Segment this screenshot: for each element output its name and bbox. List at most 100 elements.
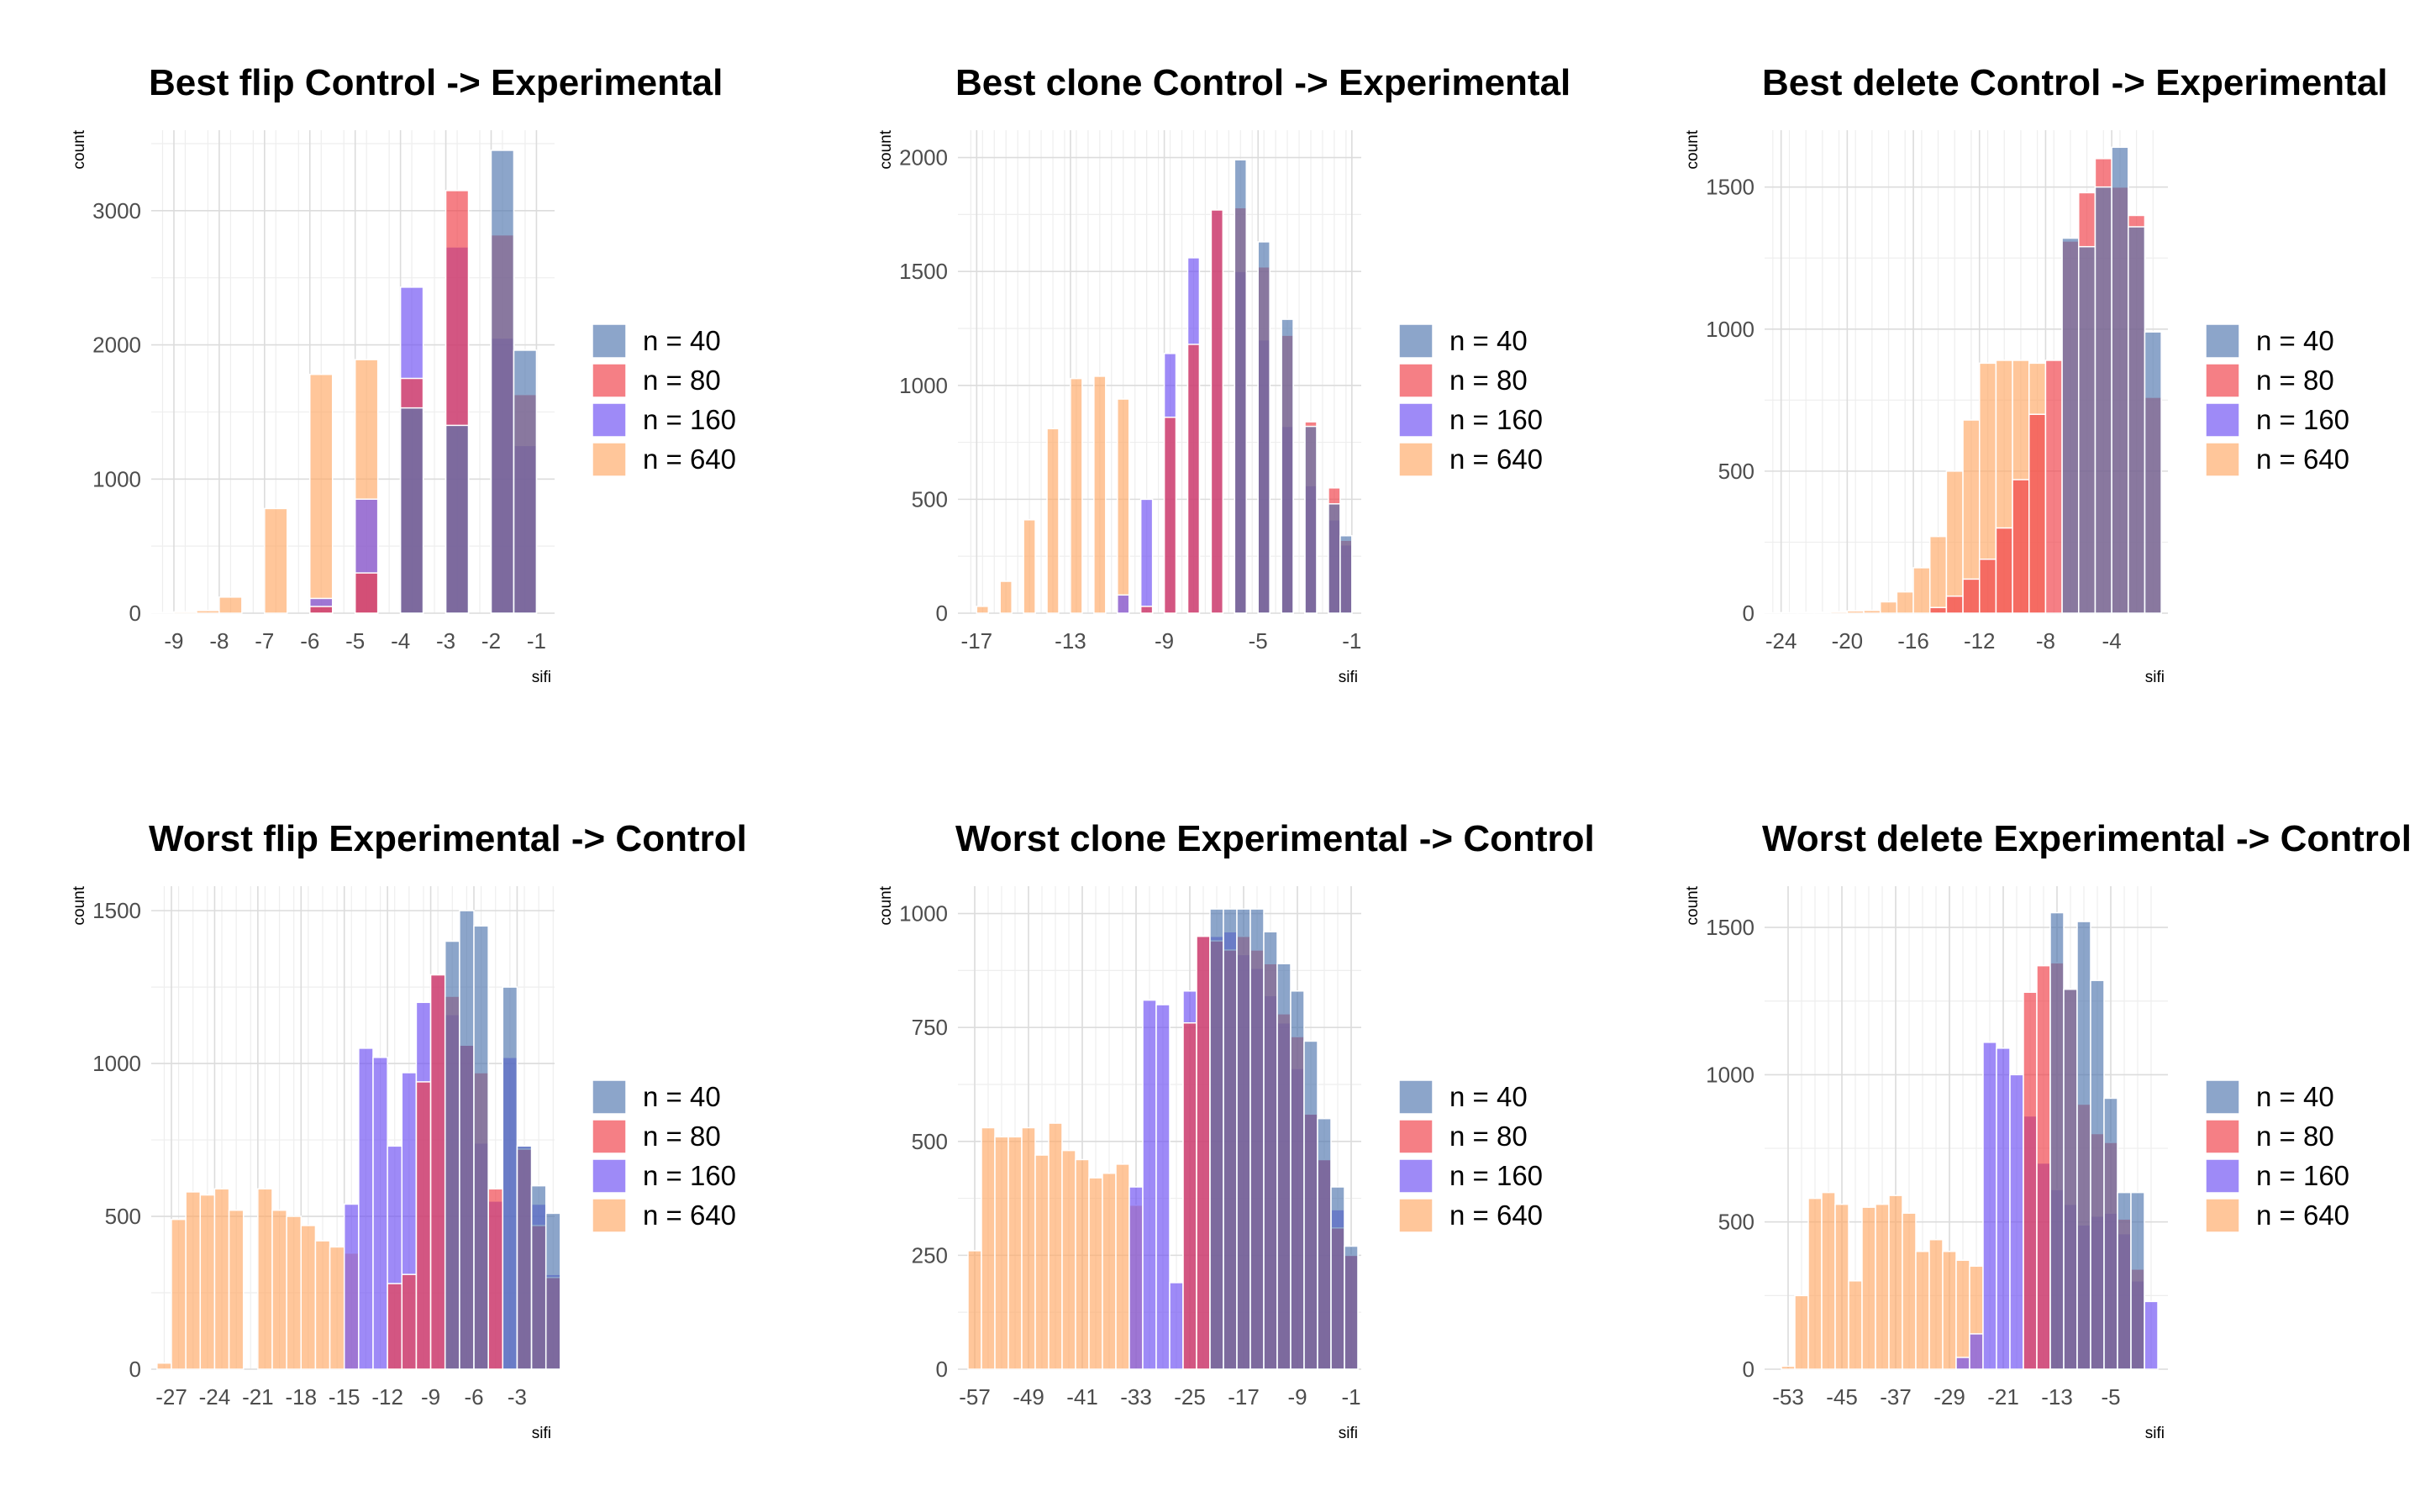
legend-swatch: [1398, 1198, 1434, 1233]
legend-label: n = 40: [1449, 325, 1528, 356]
histogram-bar: [199, 1194, 216, 1370]
bar-series: [156, 1188, 360, 1370]
legend-label: n = 160: [2256, 404, 2349, 435]
legend-swatch: [2205, 402, 2240, 438]
x-tick-label: -12: [371, 1384, 403, 1410]
chart-svg: -53 -45 -37 -29 -21 -13 -5 0 500 1000 1500 sifi coun…: [1684, 818, 2412, 1442]
histogram-bar: [1794, 1294, 1809, 1370]
histogram-bar: [967, 1250, 982, 1370]
histogram-bar: [1142, 999, 1157, 1370]
histogram-bar: [156, 1362, 172, 1370]
legend-swatch: [592, 1198, 627, 1233]
chart-title: Best clone Control -> Experimental: [955, 62, 1570, 103]
bars: [1764, 146, 2162, 614]
histogram-bar: [2144, 1300, 2159, 1370]
y-tick-label: 500: [1718, 459, 1754, 484]
histogram-bar: [329, 1246, 345, 1370]
x-tick-label: -9: [1287, 1384, 1307, 1410]
histogram-bar: [1848, 1280, 1863, 1370]
x-tick-label: -5: [345, 628, 365, 654]
y-tick-label: 1500: [1706, 915, 1754, 940]
x-tick-label: -24: [1765, 628, 1797, 654]
histogram-bar: [1912, 567, 1931, 614]
x-tick-label: -8: [2036, 628, 2055, 654]
histogram-bar: [1249, 908, 1265, 1370]
x-tick-label: -12: [1964, 628, 1996, 654]
histogram-bar: [1257, 241, 1270, 614]
histogram-bar: [999, 580, 1013, 614]
histogram-bar: [1021, 1126, 1036, 1370]
histogram-bar: [1163, 416, 1177, 614]
histogram-bar: [309, 606, 334, 614]
x-tick-label: -17: [1228, 1384, 1260, 1410]
x-tick-label: -57: [959, 1384, 991, 1410]
x-tick-label: -18: [285, 1384, 317, 1410]
y-tick-label: 1000: [899, 373, 948, 398]
legend-swatch: [2205, 323, 2240, 359]
chart-title: Worst delete Experimental -> Control: [1762, 818, 2412, 859]
y-tick-label: 0: [129, 1357, 141, 1382]
legend-label: n = 40: [643, 325, 721, 356]
y-tick-label: 1500: [92, 898, 141, 923]
x-tick-label: -1: [1341, 1384, 1360, 1410]
x-tick-label: -17: [961, 628, 993, 654]
histogram-bar: [1861, 1206, 1876, 1370]
histogram-bar: [1128, 1186, 1144, 1370]
histogram-bar: [1046, 428, 1060, 614]
histogram-bar: [1317, 1117, 1332, 1370]
histogram-bar: [2111, 146, 2129, 614]
x-tick-label: -21: [242, 1384, 274, 1410]
histogram-bar: [415, 1081, 432, 1370]
legend-label: n = 640: [643, 444, 736, 475]
legend-label: n = 640: [2256, 444, 2349, 475]
y-tick-label: 500: [1718, 1210, 1754, 1235]
bar-series: [1234, 159, 1353, 614]
x-tick-label: -41: [1066, 1384, 1098, 1410]
histogram-bar: [173, 611, 197, 614]
histogram-bar: [2090, 979, 2105, 1370]
x-tick-label: -4: [391, 628, 410, 654]
histogram-bar: [2130, 1191, 2145, 1370]
y-axis-label: count: [877, 129, 895, 169]
histogram-bar: [196, 610, 220, 614]
legend-label: n = 40: [1449, 1081, 1528, 1112]
chart-panel: -57 -49 -41 -33 -25 -17 -9 -1 0 250 500 750 1000 sifi…: [807, 756, 1613, 1512]
x-tick-label: -33: [1120, 1384, 1152, 1410]
histogram-bar: [1955, 1259, 1970, 1370]
legend-swatch: [2205, 363, 2240, 398]
histogram-bar: [2078, 245, 2096, 614]
legend-label: n = 640: [643, 1200, 736, 1231]
legend-label: n = 160: [1449, 1160, 1543, 1191]
histogram-bar: [530, 1184, 547, 1370]
x-tick-label: -1: [527, 628, 546, 654]
histogram-bar: [473, 925, 489, 1370]
bar-series: [1209, 908, 1359, 1370]
histogram-bar: [1117, 398, 1130, 614]
y-tick-label: 0: [1743, 601, 1754, 626]
x-tick-label: -24: [199, 1384, 231, 1410]
y-tick-label: 750: [912, 1015, 948, 1040]
histogram-bar: [1846, 610, 1865, 614]
histogram-bar: [1945, 470, 1964, 614]
chart-panel: -27 -24 -21 -18 -15 -12 -9 -6 -3 0 500 1000 1500 sifi…: [0, 756, 807, 1512]
histogram-bar: [2063, 988, 2078, 1370]
y-tick-label: 3000: [92, 198, 141, 223]
histogram-bar: [171, 1218, 187, 1370]
histogram-bar: [994, 1136, 1009, 1370]
chart-svg: -27 -24 -21 -18 -15 -12 -9 -6 -3 0 500 1000 1500 sifi…: [71, 818, 747, 1442]
histogram-bar: [2049, 911, 2065, 1370]
histogram-bar: [150, 612, 175, 614]
histogram-bar: [444, 940, 460, 1370]
x-tick-label: -7: [255, 628, 274, 654]
histogram-bar: [257, 1188, 273, 1370]
histogram-bar: [544, 1212, 561, 1370]
histogram-bar: [1210, 209, 1224, 614]
legend-swatch: [2205, 442, 2240, 477]
histogram-bar: [1088, 1177, 1103, 1370]
histogram-bar: [1196, 935, 1211, 1370]
x-axis-label: sifi: [532, 669, 551, 686]
legend-swatch: [592, 402, 627, 438]
x-tick-label: -9: [164, 628, 183, 654]
x-axis-label: sifi: [2145, 669, 2165, 686]
histogram-bar: [286, 1215, 302, 1370]
